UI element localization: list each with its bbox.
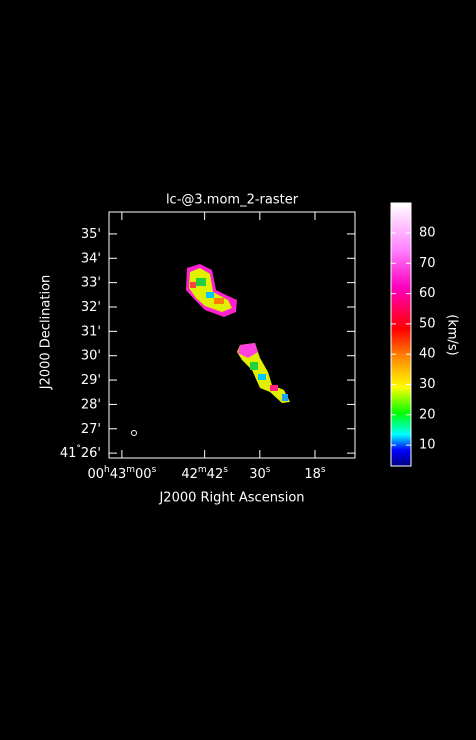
colorbar-label: (km/s) (445, 314, 460, 356)
x-tick-label: 18s (304, 465, 326, 482)
colorbar-tick-label: 30 (419, 377, 436, 392)
x-tick-label: 42m42s (181, 465, 228, 482)
y-tick-label: 35' (81, 226, 101, 241)
x-tick-label: 00h43m00s (87, 465, 156, 482)
colorbar-tick-label: 10 (419, 438, 436, 453)
y-tick-label: 33' (81, 275, 101, 290)
colorbar-tick-label: 20 (419, 407, 436, 422)
colorbar-tick-label: 60 (419, 286, 436, 301)
colorbar (390, 202, 412, 467)
y-tick-label: 31' (81, 324, 101, 339)
x-tick-label: 30s (249, 465, 271, 482)
plot-frame (108, 211, 356, 459)
colorbar-tick-label: 80 (419, 225, 436, 240)
y-tick-label: 27' (81, 421, 101, 436)
raster (131, 264, 290, 436)
chart-title: lc-@3.mom_2-raster (166, 193, 299, 208)
colorbar-tick-label: 40 (419, 347, 436, 362)
y-axis-label: J2000 Declination (39, 275, 54, 391)
y-tick-label: 30' (81, 348, 101, 363)
x-axis-label: J2000 Right Ascension (158, 491, 304, 506)
y-tick-label: 34' (81, 251, 101, 266)
y-tick-label: 28' (81, 397, 101, 412)
y-tick-label: 32' (81, 299, 101, 314)
y-tick-label: 29' (81, 373, 101, 388)
colorbar-tick-label: 50 (419, 316, 436, 331)
colorbar-tick-label: 70 (419, 256, 436, 271)
y-tick-label: 41°26' (60, 444, 101, 461)
ticks (109, 212, 411, 458)
